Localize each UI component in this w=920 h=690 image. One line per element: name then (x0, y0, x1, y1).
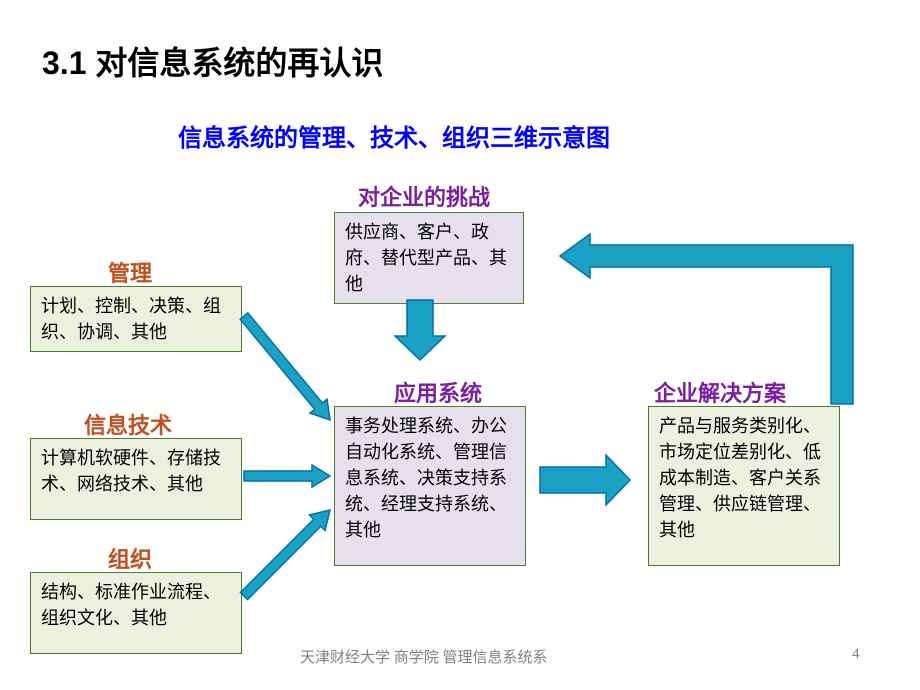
box-org: 结构、标准作业流程、组织文化、其他 (30, 572, 242, 654)
label-challenge: 对企业的挑战 (358, 180, 490, 216)
page-number: 4 (852, 646, 860, 663)
footer-text: 天津财经大学 商学院 管理信息系统系 (300, 646, 548, 667)
label-challenge-text: 对企业的挑战 (358, 185, 490, 210)
box-challenge: 供应商、客户、政府、替代型产品、其他 (334, 212, 524, 304)
slide-subtitle: 信息系统的管理、技术、组织三维示意图 (178, 118, 610, 153)
label-appsystem-text: 应用系统 (394, 381, 482, 406)
label-solution-text: 企业解决方案 (654, 381, 786, 406)
box-appsystem: 事务处理系统、办公自动化系统、管理信息系统、决策支持系统、经理支持系统、其他 (334, 406, 526, 566)
label-management-text: 管理 (108, 261, 152, 286)
box-management: 计划、控制、决策、组织、协调、其他 (30, 286, 242, 352)
box-infotech: 计算机软硬件、存储技术、网络技术、其他 (30, 438, 242, 520)
label-org-text: 组织 (108, 547, 152, 572)
box-solution: 产品与服务类别化、市场定位差别化、低成本制造、客户关系管理、供应链管理、其他 (648, 406, 840, 566)
slide-title: 3.1 对信息系统的再认识 (42, 38, 383, 84)
label-infotech-text: 信息技术 (84, 413, 172, 438)
